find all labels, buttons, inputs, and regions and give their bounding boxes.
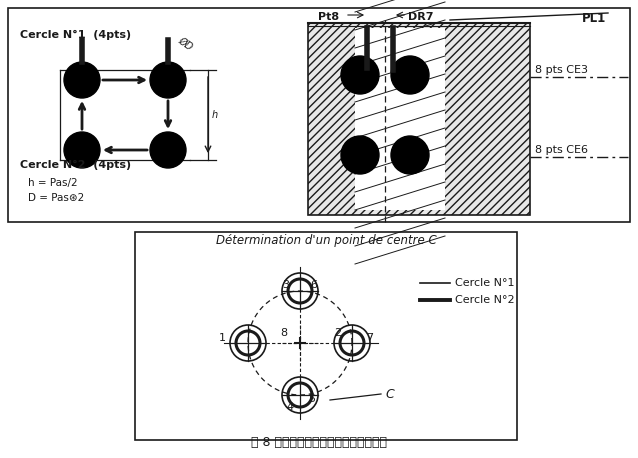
Text: PL1: PL1	[582, 12, 606, 25]
Text: Pt8: Pt8	[318, 12, 339, 22]
Text: D = Pas⊛2: D = Pas⊛2	[28, 193, 84, 203]
Text: 5: 5	[309, 394, 316, 404]
Text: 1: 1	[218, 333, 225, 343]
Ellipse shape	[341, 136, 379, 174]
Bar	[8, 8, 630, 222]
Text: 7: 7	[366, 333, 374, 343]
Text: 6: 6	[311, 280, 318, 290]
Text: 8: 8	[281, 328, 288, 338]
Text: Cercle N°2: Cercle N°2	[455, 295, 515, 305]
Text: Cercle N°1  (4pts): Cercle N°1 (4pts)	[20, 30, 131, 40]
Text: ØD: ØD	[176, 35, 194, 52]
Ellipse shape	[150, 62, 186, 98]
Ellipse shape	[391, 136, 429, 174]
Text: h = Pas/2: h = Pas/2	[28, 178, 78, 188]
Text: 3: 3	[283, 280, 290, 290]
Text: Cercle N°1: Cercle N°1	[455, 278, 514, 288]
Bar	[135, 232, 517, 440]
Text: h: h	[212, 110, 218, 120]
Text: 8 pts CE3: 8 pts CE3	[535, 65, 588, 75]
Ellipse shape	[391, 56, 429, 94]
Text: 8 pts CE6: 8 pts CE6	[535, 145, 588, 155]
Ellipse shape	[341, 56, 379, 94]
Bar	[355, 28, 445, 210]
Bar	[308, 23, 530, 215]
Text: 图 8 螺纹孔轴线测量和构建过程示意图: 图 8 螺纹孔轴线测量和构建过程示意图	[251, 436, 387, 449]
Text: Détermination d'un point de centre C: Détermination d'un point de centre C	[216, 234, 436, 247]
Text: Cercle N°2  (4pts): Cercle N°2 (4pts)	[20, 160, 131, 170]
Text: 2: 2	[334, 328, 341, 338]
Ellipse shape	[64, 132, 100, 168]
Text: 4: 4	[286, 402, 293, 412]
Text: DR7: DR7	[408, 12, 433, 22]
Ellipse shape	[64, 62, 100, 98]
Ellipse shape	[150, 132, 186, 168]
Text: C: C	[385, 388, 394, 402]
